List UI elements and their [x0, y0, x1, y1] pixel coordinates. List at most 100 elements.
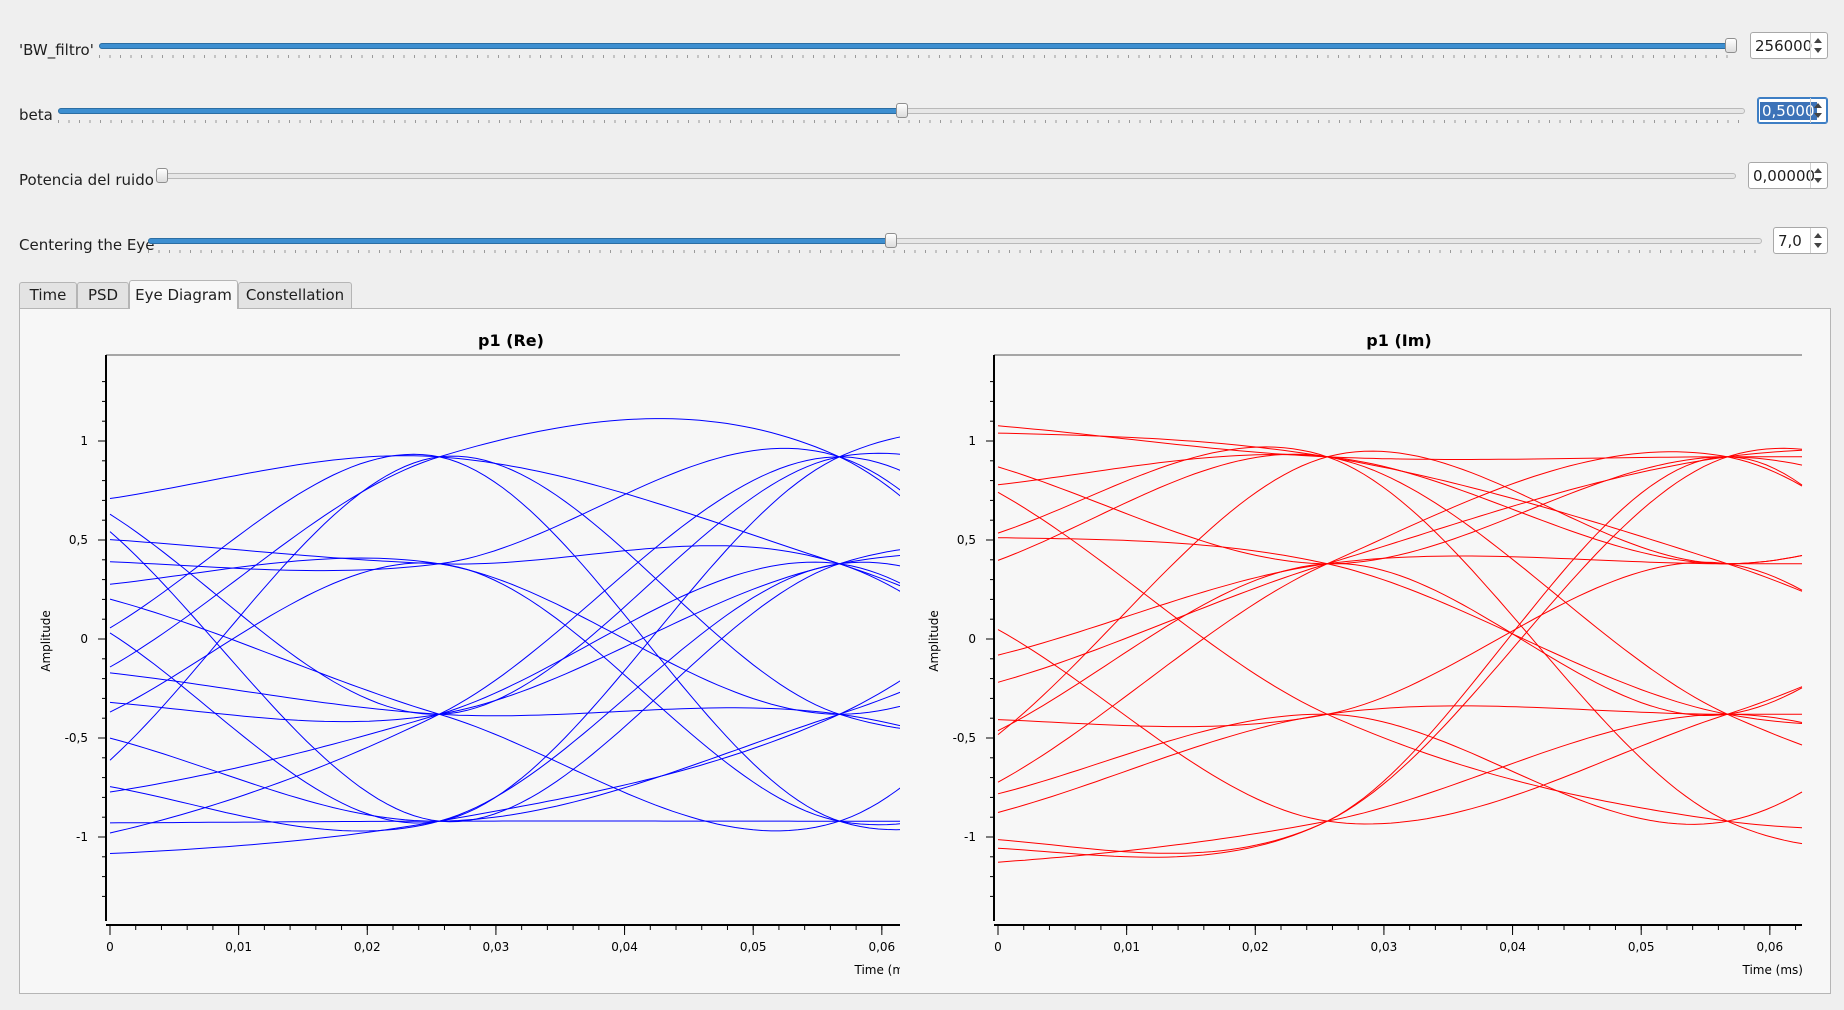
eye-trace-13 [997, 451, 1803, 783]
y-tick-label: 0,5 [69, 533, 88, 547]
eye-trace-15 [109, 456, 900, 834]
potencia-ruido-control: Potencia del ruido 0,00000 [0, 160, 1844, 200]
eye-trace-11 [997, 563, 1803, 732]
chart-title: p1 (Im) [1366, 331, 1431, 350]
eye-trace-8 [109, 555, 900, 723]
eye-trace-1 [109, 455, 900, 587]
centering-eye-control: Centering the Eye 7,0 [0, 225, 1844, 265]
x-tick-label: 0,06 [1756, 940, 1783, 954]
tab-time[interactable]: Time [19, 282, 77, 308]
eye-trace-14 [109, 820, 900, 824]
potencia-ruido-spinbox[interactable]: 0,00000 [1748, 162, 1828, 189]
y-tick-label: 0,5 [957, 533, 976, 547]
potencia-ruido-slider[interactable] [156, 160, 1736, 200]
eye-trace-19 [997, 705, 1802, 813]
eye-trace-19 [109, 561, 900, 832]
bw-filtro-slider[interactable] [99, 30, 1737, 70]
x-tick-label: 0,03 [1371, 940, 1398, 954]
eye-trace-18 [997, 450, 1803, 735]
y-axis-label: Amplitude [927, 610, 941, 672]
x-tick-label: 0,02 [1242, 940, 1269, 954]
bw-filtro-label: 'BW_filtro' [19, 41, 94, 59]
centering-eye-slider[interactable] [148, 225, 1762, 265]
eye-trace-15 [997, 713, 1803, 863]
beta-label: beta [19, 106, 53, 124]
x-tick-label: 0,05 [1628, 940, 1655, 954]
centering-eye-value: 7,0 [1778, 232, 1802, 250]
spin-up-arrow-icon[interactable] [1814, 103, 1822, 108]
eye-trace-16 [109, 680, 900, 854]
spin-down-arrow-icon[interactable] [1814, 113, 1822, 118]
spin-down-arrow-icon[interactable] [1814, 243, 1822, 248]
eye-diagram-re-chart[interactable]: p1 (Re) Time (ms) Amplitude 10,50-0,5-1 … [20, 309, 900, 995]
eye-trace-17 [109, 531, 900, 823]
eye-trace-2 [109, 539, 900, 592]
potencia-ruido-value: 0,00000 [1753, 167, 1816, 185]
eye-trace-6 [997, 446, 1803, 845]
eye-trace-3 [109, 598, 900, 832]
eye-trace-14 [997, 447, 1803, 854]
eye-trace-10 [109, 691, 900, 822]
y-tick-label: 1 [80, 434, 88, 448]
y-tick-label: 1 [968, 434, 976, 448]
beta-slider[interactable] [58, 95, 1745, 135]
centering-eye-label: Centering the Eye [19, 236, 155, 254]
beta-control: beta 0,5000 [0, 95, 1844, 135]
tab-eye-diagram[interactable]: Eye Diagram [129, 280, 238, 309]
eye-diagram-im-chart[interactable]: p1 (Im) Time (ms) Amplitude 10,50-0,5-1 … [908, 309, 1820, 995]
y-tick-label: 0 [968, 632, 976, 646]
x-tick-label: 0,04 [611, 940, 638, 954]
eye-trace-4 [997, 453, 1803, 565]
eye-trace-17 [997, 453, 1803, 746]
spin-down-arrow-icon[interactable] [1814, 48, 1822, 53]
tab-constellation[interactable]: Constellation [238, 282, 352, 308]
eye-trace-0 [109, 452, 900, 715]
x-tick-label: 0,04 [1499, 940, 1526, 954]
eye-trace-12 [109, 561, 900, 793]
eye-trace-6 [109, 453, 900, 831]
eye-trace-9 [997, 449, 1803, 683]
eye-trace-2 [997, 456, 1803, 565]
y-tick-label: -0,5 [953, 731, 976, 745]
eye-trace-5 [997, 537, 1803, 724]
spin-down-arrow-icon[interactable] [1814, 178, 1822, 183]
bw-filtro-value: 256000 [1755, 37, 1813, 55]
x-tick-label: 0 [994, 940, 1002, 954]
beta-value: 0,5000 [1760, 102, 1817, 120]
eye-trace-7 [997, 629, 1803, 825]
eye-trace-9 [109, 418, 900, 668]
x-tick-label: 0,05 [740, 940, 767, 954]
eye-diagram-panel: p1 (Re) Time (ms) Amplitude 10,50-0,5-1 … [19, 308, 1831, 994]
y-tick-label: 0 [80, 632, 88, 646]
eye-trace-0 [997, 425, 1802, 460]
y-tick-label: -1 [964, 830, 976, 844]
x-tick-label: 0 [106, 940, 114, 954]
eye-trace-8 [997, 555, 1802, 656]
potencia-ruido-label: Potencia del ruido [19, 171, 154, 189]
eye-trace-10 [997, 561, 1803, 728]
spin-up-arrow-icon[interactable] [1814, 233, 1822, 238]
eye-trace-3 [997, 491, 1803, 829]
spin-up-arrow-icon[interactable] [1814, 168, 1822, 173]
x-tick-label: 0,06 [868, 940, 895, 954]
y-tick-label: -1 [76, 830, 88, 844]
spin-up-arrow-icon[interactable] [1814, 38, 1822, 43]
y-tick-label: -0,5 [65, 731, 88, 745]
eye-trace-4 [109, 557, 900, 715]
x-tick-label: 0,01 [225, 940, 252, 954]
x-axis-label: Time (ms) [1742, 963, 1804, 977]
bw-filtro-control: 'BW_filtro' 256000 [0, 30, 1844, 70]
centering-eye-spinbox[interactable]: 7,0 [1773, 227, 1828, 254]
eye-trace-12 [997, 713, 1803, 825]
x-tick-label: 0,03 [483, 940, 510, 954]
x-tick-label: 0,02 [354, 940, 381, 954]
tab-psd[interactable]: PSD [77, 282, 129, 308]
eye-trace-7 [109, 672, 900, 727]
eye-trace-16 [997, 456, 1803, 858]
y-axis-label: Amplitude [39, 610, 53, 672]
x-tick-label: 0,01 [1113, 940, 1140, 954]
eye-trace-11 [109, 562, 900, 826]
eye-trace-13 [109, 455, 900, 761]
bw-filtro-spinbox[interactable]: 256000 [1750, 32, 1828, 59]
beta-spinbox[interactable]: 0,5000 [1757, 97, 1828, 124]
